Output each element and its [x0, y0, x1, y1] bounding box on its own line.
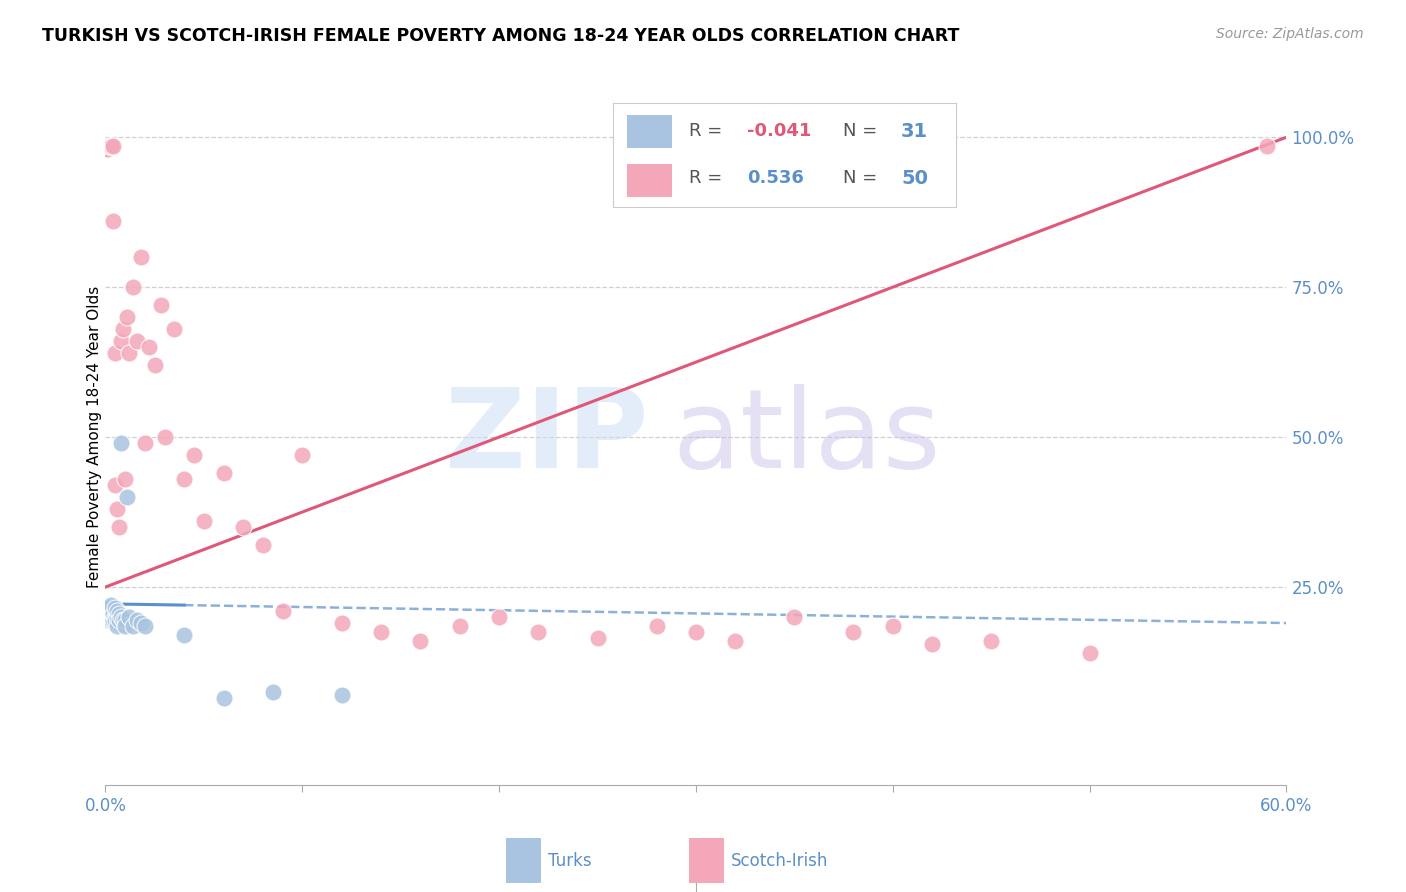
- Point: [104, 610, 127, 624]
- Point: [103, 139, 125, 153]
- Point: [103, 613, 125, 627]
- Point: [134, 436, 156, 450]
- Point: [129, 615, 152, 630]
- Point: [262, 685, 284, 699]
- Point: [115, 310, 138, 325]
- Point: [104, 478, 127, 492]
- Point: [100, 139, 122, 153]
- Text: TURKISH VS SCOTCH-IRISH FEMALE POVERTY AMONG 18-24 YEAR OLDS CORRELATION CHART: TURKISH VS SCOTCH-IRISH FEMALE POVERTY A…: [42, 27, 959, 45]
- Point: [842, 625, 865, 640]
- Point: [921, 637, 943, 651]
- Point: [100, 598, 122, 612]
- Point: [108, 607, 131, 621]
- Point: [122, 280, 145, 294]
- Point: [173, 628, 195, 642]
- Point: [96, 142, 118, 156]
- Point: [252, 538, 274, 552]
- Point: [129, 250, 152, 264]
- Point: [134, 619, 156, 633]
- Point: [163, 322, 186, 336]
- Point: [1078, 646, 1101, 660]
- Point: [112, 322, 135, 336]
- Point: [291, 448, 314, 462]
- Point: [98, 610, 121, 624]
- Point: [105, 619, 128, 633]
- Point: [105, 604, 128, 618]
- Point: [149, 298, 172, 312]
- Point: [104, 613, 127, 627]
- Point: [1256, 139, 1278, 153]
- Point: [409, 634, 432, 648]
- Point: [110, 436, 132, 450]
- Point: [118, 610, 141, 624]
- Point: [271, 604, 294, 618]
- Point: [173, 472, 195, 486]
- Point: [100, 604, 122, 618]
- Point: [100, 139, 122, 153]
- Point: [125, 613, 148, 627]
- Text: ZIP: ZIP: [446, 384, 648, 491]
- Text: Scotch-Irish: Scotch-Irish: [731, 852, 828, 870]
- Point: [104, 346, 127, 360]
- Point: [103, 607, 125, 621]
- Point: [882, 619, 904, 633]
- Point: [108, 520, 131, 534]
- Point: [449, 619, 471, 633]
- Point: [370, 625, 392, 640]
- Point: [153, 430, 176, 444]
- Point: [105, 502, 128, 516]
- Point: [980, 634, 1002, 648]
- Point: [183, 448, 205, 462]
- Point: [232, 520, 254, 534]
- Point: [724, 634, 747, 648]
- Point: [212, 466, 235, 480]
- Point: [115, 490, 138, 504]
- Point: [110, 610, 132, 624]
- Point: [122, 619, 145, 633]
- Point: [104, 601, 127, 615]
- Point: [212, 690, 235, 705]
- Point: [112, 613, 135, 627]
- Point: [143, 358, 166, 372]
- Point: [330, 615, 353, 630]
- Text: Source: ZipAtlas.com: Source: ZipAtlas.com: [1216, 27, 1364, 41]
- Point: [98, 601, 121, 615]
- Point: [114, 619, 136, 633]
- Point: [527, 625, 550, 640]
- Point: [108, 613, 131, 627]
- Point: [125, 334, 148, 348]
- Point: [110, 334, 132, 348]
- Point: [118, 346, 141, 360]
- Point: [100, 613, 122, 627]
- Point: [114, 613, 136, 627]
- Point: [138, 340, 160, 354]
- Point: [103, 214, 125, 228]
- Point: [105, 610, 128, 624]
- Point: [96, 613, 118, 627]
- Point: [488, 610, 510, 624]
- Y-axis label: Female Poverty Among 18-24 Year Olds: Female Poverty Among 18-24 Year Olds: [87, 286, 101, 588]
- Point: [586, 631, 609, 645]
- Point: [96, 142, 118, 156]
- Point: [98, 139, 121, 153]
- Text: atlas: atlas: [672, 384, 941, 491]
- Point: [114, 472, 136, 486]
- Point: [783, 610, 806, 624]
- Point: [685, 625, 707, 640]
- Point: [645, 619, 668, 633]
- Text: Turks: Turks: [548, 852, 592, 870]
- Point: [330, 688, 353, 702]
- Point: [193, 514, 215, 528]
